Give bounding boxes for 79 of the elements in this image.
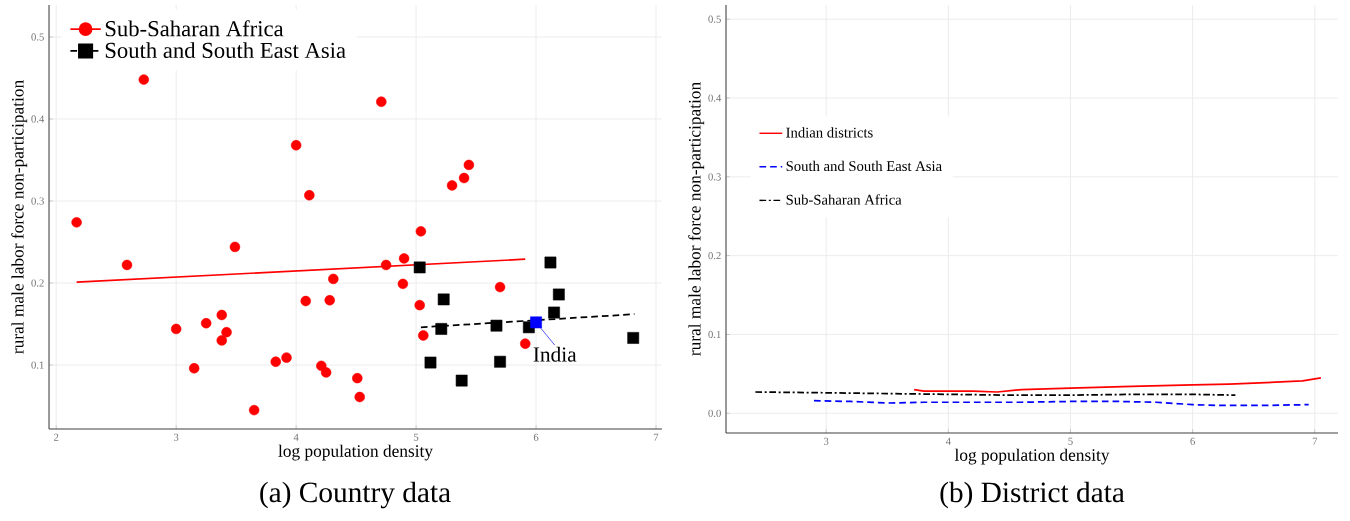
point (221, 327, 232, 338)
y-tick-label: 0.1 (708, 330, 721, 339)
point (424, 356, 437, 369)
y-tick-label: 0.1 (31, 361, 44, 369)
point (352, 372, 363, 384)
y-tick-label: 0.5 (31, 33, 44, 41)
point (121, 259, 133, 271)
y-axis-title: rural male labor force non-participation (688, 82, 705, 356)
point (170, 323, 182, 335)
text: (b) District data (940, 481, 1125, 509)
point (270, 356, 281, 367)
legend-label: South and South East Asia (786, 160, 942, 172)
point (304, 190, 315, 201)
point (530, 316, 542, 329)
point (435, 323, 448, 335)
point (494, 355, 506, 368)
point (458, 172, 470, 184)
point (71, 217, 82, 228)
legend-label: Sub-Saharan Africa (786, 194, 902, 205)
point (216, 335, 227, 346)
point (229, 241, 241, 253)
y-tick-label: 0.2 (708, 252, 721, 260)
point (415, 226, 427, 237)
y-tick-label: 0.3 (31, 197, 44, 205)
annotation: India (533, 346, 577, 362)
x-tick-label: 4 (293, 433, 299, 441)
point (437, 293, 450, 306)
point (200, 317, 212, 329)
x-tick-label: 6 (533, 433, 539, 441)
y-tick-label: 0.3 (708, 173, 721, 181)
x-tick-label: 5 (414, 433, 419, 441)
point (490, 319, 503, 332)
point (548, 306, 560, 319)
point (320, 367, 332, 378)
legend-label: Indian districts (786, 127, 873, 138)
x-tick-label: 5 (1068, 437, 1073, 445)
point (544, 256, 557, 269)
point (354, 391, 365, 403)
point (324, 295, 335, 306)
point (281, 352, 292, 363)
y-axis-title: rural male labor force non-participation (11, 80, 28, 354)
y-tick-label: 0.4 (708, 94, 722, 102)
point (328, 273, 339, 285)
point (414, 299, 425, 311)
point (376, 96, 387, 107)
point (455, 374, 468, 387)
point (290, 140, 302, 151)
x-axis-title: log population density (954, 448, 1110, 465)
point (398, 253, 410, 264)
x-tick-label: 7 (654, 433, 659, 441)
y-tick-label: 0.0 (708, 409, 721, 417)
point (248, 404, 260, 416)
point (627, 332, 640, 344)
point (418, 330, 429, 341)
point (413, 261, 426, 274)
point (138, 74, 149, 85)
point (520, 338, 531, 349)
y-tick-label: 0.4 (31, 115, 45, 123)
x-axis-title: log population density (278, 444, 433, 461)
point (216, 309, 227, 321)
x-tick-label: 2 (54, 433, 59, 441)
text: (a) Country data (260, 481, 451, 509)
x-tick-label: 6 (1190, 437, 1195, 445)
point (463, 159, 475, 171)
point (494, 281, 506, 293)
point (300, 295, 311, 307)
point (188, 363, 200, 374)
x-tick-label: 3 (174, 433, 179, 441)
x-tick-label: 3 (824, 437, 829, 445)
x-tick-label: 7 (1312, 437, 1318, 445)
legend-label: South and South East Asia (105, 42, 346, 59)
y-tick-label: 0.5 (708, 15, 721, 23)
point (380, 259, 392, 271)
point (397, 278, 409, 290)
y-tick-label: 0.2 (31, 279, 44, 287)
legend-label: Sub-Saharan Africa (105, 20, 284, 37)
point (552, 288, 565, 301)
point (446, 180, 458, 191)
x-tick-label: 4 (945, 437, 951, 445)
